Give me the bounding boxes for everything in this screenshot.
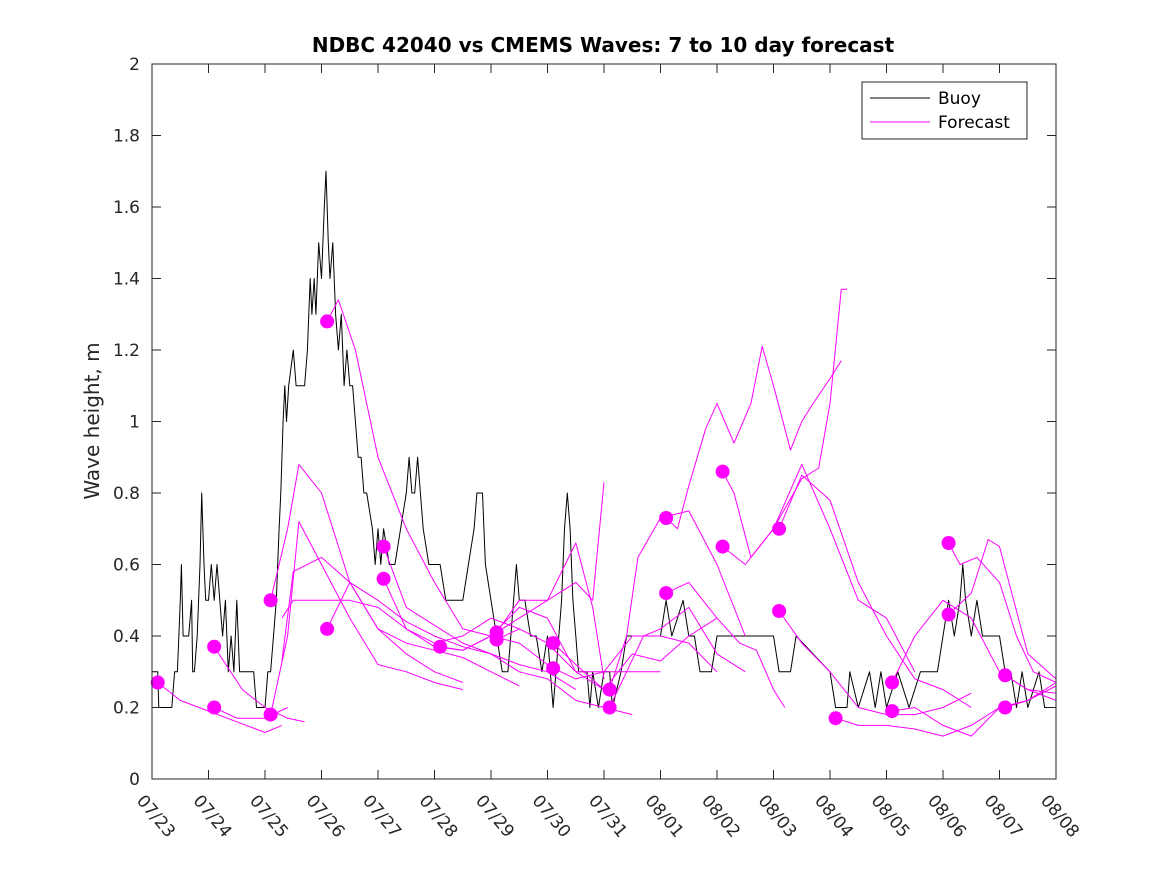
- forecast-series-line-31: [1004, 682, 1057, 708]
- forecast-marker-25: [941, 536, 956, 550]
- forecast-series-line-5: [270, 521, 463, 715]
- y-tick-label: 1.6: [113, 198, 140, 218]
- x-tick-label: 07/28: [415, 791, 462, 841]
- y-tick-label: 1.4: [113, 270, 140, 290]
- plot-area: [152, 64, 1056, 779]
- x-tick-label: 07/27: [358, 791, 405, 841]
- buoy-series-line: [152, 170, 1056, 708]
- x-tick-label: 07/26: [302, 791, 349, 841]
- forecast-marker-21: [772, 604, 787, 618]
- forecast-series-line-15: [552, 617, 718, 691]
- forecast-marker-13: [546, 661, 561, 676]
- forecast-series-line-29: [948, 539, 1057, 680]
- forecast-marker-15: [602, 700, 617, 715]
- forecast-marker-18: [715, 464, 730, 479]
- forecast-series-line-24: [778, 610, 972, 716]
- y-tick-label: 0.6: [113, 556, 140, 576]
- x-tick-label: 08/06: [923, 791, 970, 841]
- forecast-series-line-16: [552, 635, 718, 680]
- y-tick-label: 0.2: [113, 699, 140, 719]
- forecast-series-line-9: [326, 581, 577, 691]
- forecast-series-line-18: [609, 606, 746, 708]
- x-tick-label: 08/04: [810, 791, 857, 841]
- forecast-marker-8: [376, 571, 391, 586]
- x-tick-label: 08/02: [697, 791, 744, 841]
- forecast-marker-28: [998, 700, 1013, 715]
- forecast-series-line-6: [281, 556, 520, 687]
- y-tick-label: 1.8: [113, 127, 140, 147]
- x-tick-label: 07/24: [189, 791, 236, 841]
- forecast-series-line-7: [281, 599, 520, 644]
- y-tick-label: 0.4: [113, 627, 140, 647]
- y-axis-label: Wave height, m: [80, 342, 104, 499]
- series-layer: [152, 170, 1057, 737]
- forecast-marker-5: [320, 314, 335, 329]
- x-tick-label: 08/05: [867, 791, 914, 841]
- forecast-series-line-19: [665, 345, 842, 530]
- x-tick-label: 07/23: [132, 791, 179, 841]
- legend: Buoy Forecast: [861, 81, 1028, 140]
- forecast-series-line-25: [835, 707, 1000, 737]
- forecast-series-line-21: [722, 288, 847, 558]
- forecast-marker-20: [772, 521, 787, 536]
- x-tick-label: 08/03: [754, 791, 801, 841]
- forecast-marker-3: [263, 593, 278, 608]
- y-tick-label: 1.2: [113, 341, 140, 361]
- forecast-series-line-1: [157, 682, 283, 733]
- forecast-marker-16: [659, 511, 674, 525]
- forecast-marker-2: [207, 700, 222, 715]
- forecast-marker-11: [489, 632, 504, 647]
- forecast-marker-1: [207, 639, 222, 654]
- forecast-series-line-22: [722, 463, 916, 673]
- legend-label-buoy: Buoy: [938, 89, 981, 109]
- x-tick-label: 08/08: [1036, 791, 1083, 841]
- forecast-marker-19: [715, 539, 730, 554]
- forecast-series-line-8: [326, 299, 548, 665]
- y-tick-label: 0.8: [113, 484, 140, 504]
- y-tick-label: 2: [129, 55, 140, 75]
- forecast-series-line-10: [383, 546, 633, 716]
- forecast-marker-17: [659, 586, 674, 601]
- y-axis-ticks: 0 0.2 0.4 0.6 0.8 1 1.2 1.4 1.6 1.8 2: [113, 55, 1056, 790]
- forecast-marker-26: [941, 607, 956, 622]
- forecast-marker-27: [998, 668, 1013, 683]
- y-tick-label: 0: [129, 770, 140, 790]
- x-tick-label: 08/01: [641, 791, 688, 841]
- x-tick-label: 08/07: [980, 791, 1027, 841]
- legend-box: [861, 81, 1028, 140]
- forecast-marker-14: [602, 682, 617, 697]
- forecast-series-line-14: [496, 628, 661, 673]
- legend-label-forecast: Forecast: [938, 113, 1010, 133]
- x-tick-label: 07/31: [584, 791, 631, 841]
- forecast-marker-24: [885, 704, 900, 719]
- forecast-marker-9: [433, 639, 448, 654]
- forecast-series-line-30: [1004, 674, 1057, 701]
- chart-title: NDBC 42040 vs CMEMS Waves: 7 to 10 day f…: [312, 33, 895, 57]
- forecast-marker-4: [263, 707, 278, 722]
- forecast-series-line-13: [496, 482, 605, 633]
- forecast-marker-7: [376, 539, 391, 554]
- forecast-series-line-20: [665, 581, 786, 708]
- forecast-marker-23: [885, 675, 900, 690]
- forecast-series-line-2: [213, 646, 305, 723]
- forecast-marker-layer: [150, 314, 1013, 726]
- forecast-series-line-28: [948, 542, 1057, 683]
- x-tick-label: 07/30: [528, 791, 575, 841]
- forecast-marker-0: [150, 675, 165, 690]
- forecast-series-line-23: [778, 474, 972, 708]
- y-tick-label: 1: [129, 413, 140, 433]
- forecast-marker-22: [828, 711, 843, 726]
- x-tick-label: 07/29: [471, 791, 518, 841]
- forecast-marker-6: [320, 621, 335, 636]
- forecast-marker-12: [546, 636, 561, 651]
- x-tick-label: 07/25: [245, 791, 292, 841]
